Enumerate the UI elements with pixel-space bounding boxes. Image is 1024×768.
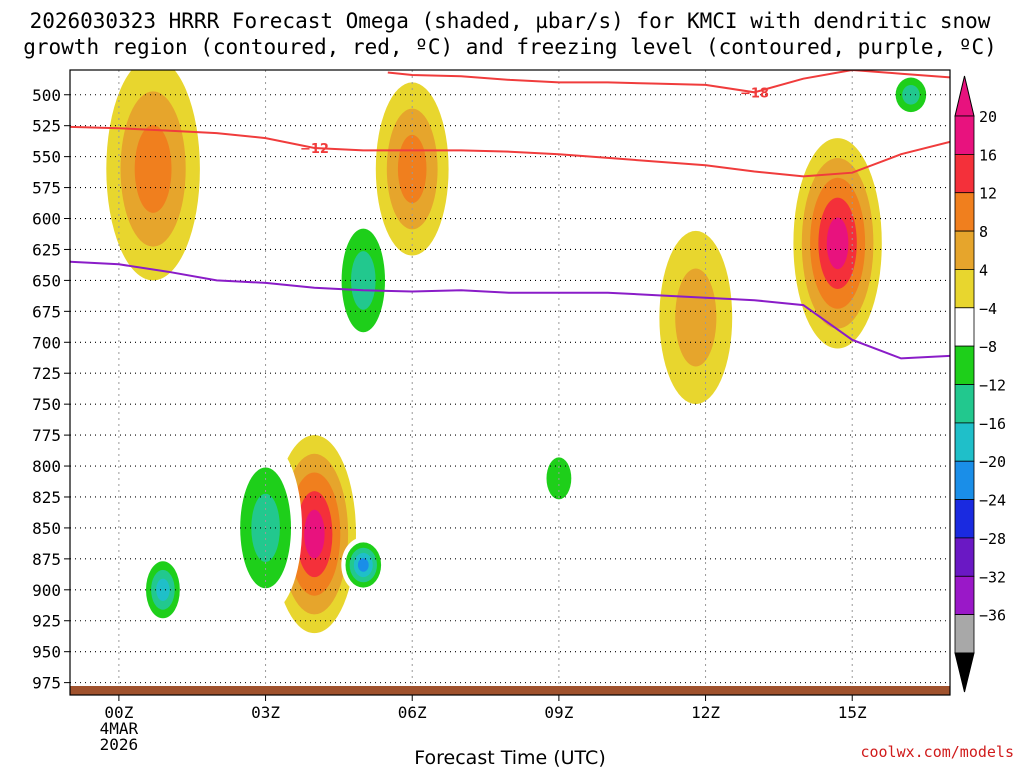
colorbar-segment-10 — [954, 499, 975, 539]
omega-band-1-4 — [304, 509, 325, 559]
colorbar-top-arrow — [954, 75, 975, 117]
y-tick-label-675: 675 — [32, 302, 61, 321]
x-tick-label-06Z: 06Z — [398, 703, 427, 722]
y-tick-label-775: 775 — [32, 426, 61, 445]
x-tick-date-month: 4MAR — [100, 719, 139, 738]
y-tick-label-550: 550 — [32, 148, 61, 167]
y-tick-label-875: 875 — [32, 550, 61, 569]
omega-band-0-4 — [826, 217, 849, 270]
colorbar-label-10: −24 — [979, 492, 1006, 510]
colorbar-segment-12 — [954, 575, 975, 616]
plot-area: −12 −18 — [70, 70, 950, 695]
y-tick-label-575: 575 — [32, 179, 61, 198]
colorbar-label-0: 20 — [979, 108, 997, 126]
y-tick-label-800: 800 — [32, 457, 61, 476]
ground-surface — [70, 686, 950, 695]
colorbar: 20 16 12 8 4 −4 −8 −12 −16 −20 −24 −28 −32 −36 — [954, 75, 1006, 693]
y-tick-label-750: 750 — [32, 395, 61, 414]
x-tick-date-year: 2026 — [100, 735, 139, 754]
x-tick-label-00Z: 00Z — [104, 703, 133, 722]
plot-background — [70, 70, 950, 695]
y-tick-label-975: 975 — [32, 674, 61, 693]
colorbar-label-13: −36 — [979, 607, 1006, 625]
dgz-contour-0 — [70, 125, 950, 178]
colorbar-segment-8 — [954, 422, 975, 462]
omega-band-3-2 — [134, 125, 172, 213]
y-tick-label-825: 825 — [32, 488, 61, 507]
freezing-level-contour — [70, 260, 950, 360]
y-axis: 500 525 550 575 600 625 650 675 700 725 750 775 800 8… — [32, 86, 70, 693]
omega-shading — [106, 70, 933, 634]
colorbar-label-5: −4 — [979, 300, 997, 318]
y-tick-label-600: 600 — [32, 210, 61, 229]
y-tick-label-925: 925 — [32, 612, 61, 631]
grid-lines — [70, 70, 950, 695]
colorbar-segment-3 — [954, 230, 975, 270]
y-tick-label-725: 725 — [32, 364, 61, 383]
omega-band-4-1 — [675, 268, 717, 367]
omega-band-2-2 — [397, 134, 427, 204]
x-tick-label-09Z: 09Z — [544, 703, 573, 722]
y-tick-label-700: 700 — [32, 333, 61, 352]
colorbar-bottom-arrow — [954, 652, 975, 693]
colorbar-label-4: 4 — [979, 261, 988, 279]
y-tick-label-650: 650 — [32, 271, 61, 290]
x-tick-label-03Z: 03Z — [251, 703, 280, 722]
colorbar-segment-7 — [954, 384, 975, 424]
colorbar-segment-5 — [954, 307, 975, 347]
colorbar-segment-2 — [954, 192, 975, 232]
x-tick-label-12Z: 12Z — [691, 703, 720, 722]
x-tick-label-15Z: 15Z — [838, 703, 867, 722]
y-tick-label-500: 500 — [32, 86, 61, 105]
colorbar-label-8: −16 — [979, 415, 1006, 433]
colorbar-label-11: −28 — [979, 530, 1006, 548]
colorbar-segment-1 — [954, 153, 975, 194]
colorbar-label-7: −12 — [979, 377, 1006, 395]
chart-title-line-1: 2026030323 HRRR Forecast Omega (shaded, … — [30, 9, 991, 33]
y-tick-label-950: 950 — [32, 643, 61, 662]
colorbar-label-3: 8 — [979, 223, 988, 241]
y-tick-label-625: 625 — [32, 240, 61, 259]
credit-text: coolwx.com/models — [860, 743, 1014, 761]
y-tick-label-850: 850 — [32, 519, 61, 538]
colorbar-label-2: 12 — [979, 185, 997, 203]
colorbar-segment-0 — [954, 115, 975, 155]
omega-band-8-3 — [156, 578, 170, 601]
colorbar-segment-13 — [954, 614, 975, 654]
y-tick-label-900: 900 — [32, 581, 61, 600]
colorbar-label-1: 16 — [979, 146, 997, 164]
colorbar-label-6: −8 — [979, 338, 997, 356]
omega-band-6-2 — [351, 251, 376, 310]
omega-band-5-4 — [357, 558, 369, 572]
y-tick-label-525: 525 — [32, 117, 61, 136]
contour-lines: −12 −18 — [70, 70, 950, 360]
dgz-label-0: −12 — [300, 142, 329, 157]
chart-title-line-2: growth region (contoured, red, ºC) and f… — [23, 35, 997, 59]
colorbar-label-12: −32 — [979, 568, 1006, 586]
dgz-label-1: −18 — [740, 86, 769, 101]
x-axis-label: Forecast Time (UTC) — [414, 747, 605, 768]
dgz-contour-1 — [387, 70, 950, 94]
colorbar-label-9: −20 — [979, 453, 1006, 471]
colorbar-segment-9 — [954, 460, 975, 501]
colorbar-segment-11 — [954, 537, 975, 577]
colorbar-segment-6 — [954, 345, 975, 385]
colorbar-segment-4 — [954, 268, 975, 309]
plot-frame — [69, 69, 951, 696]
